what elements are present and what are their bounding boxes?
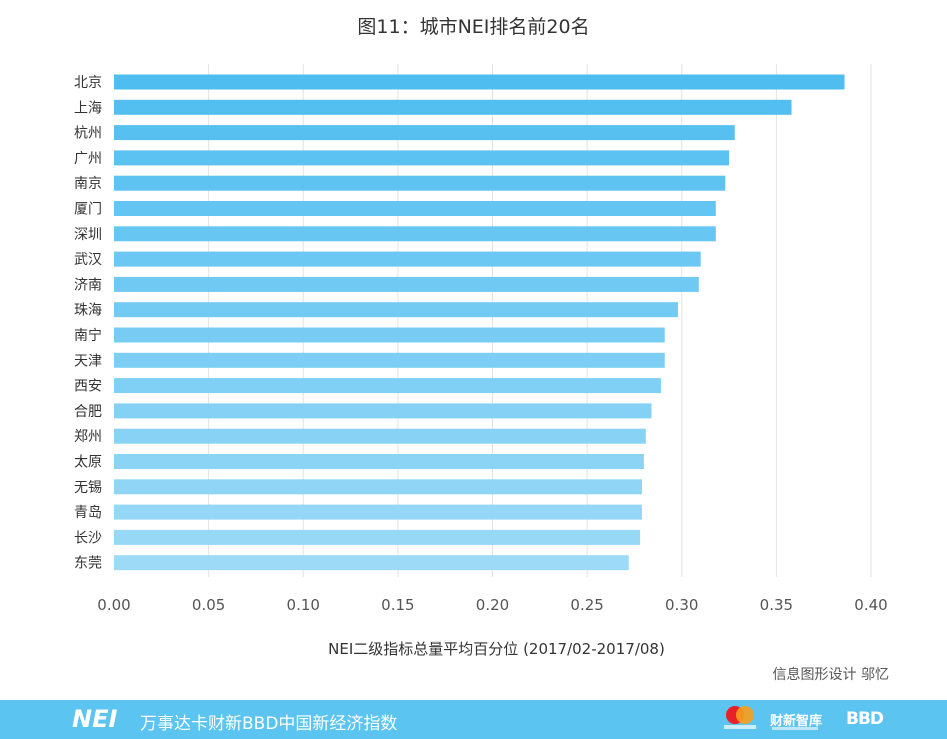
category-label: 珠海: [74, 303, 102, 319]
bar-chart: 0.00 0.05 0.10 0.15 0.20 0.25 0.30 0.35 0.40 北京上海…: [74, 64, 888, 658]
footer-bar: NEI 万事达卡财新BBD中国新经济指数 财新智库 BBD: [0, 700, 947, 739]
category-label: 太原: [74, 455, 102, 471]
bar: [114, 454, 644, 469]
bar: [114, 352, 665, 368]
category-label: 东莞: [74, 556, 102, 572]
category-label: 深圳: [74, 227, 102, 243]
x-tick-label: 0.25: [570, 596, 603, 614]
category-label: 无锡: [74, 480, 102, 496]
category-label: 青岛: [74, 505, 102, 521]
bar: [114, 428, 646, 444]
bar: [114, 150, 730, 166]
x-tick-label: 0.05: [192, 596, 225, 614]
category-label: 西安: [74, 379, 102, 395]
bar: [114, 74, 845, 90]
bar: [114, 99, 792, 115]
index-name: 万事达卡财新BBD中国新经济指数: [140, 714, 398, 734]
x-tick-label: 0.20: [476, 596, 509, 614]
category-label: 长沙: [74, 530, 102, 546]
category-label: 南京: [74, 176, 102, 192]
category-label: 南宁: [74, 327, 102, 344]
designer-credit: 信息图形设计 邬忆: [772, 667, 889, 683]
bar: [114, 226, 716, 242]
bar: [114, 251, 701, 267]
bar: [114, 175, 726, 191]
bar: [114, 327, 665, 343]
bbd-logo: BBD: [846, 709, 884, 729]
bar: [114, 403, 652, 419]
category-label: 广州: [74, 151, 102, 167]
caixin-logo-subtext-icon: [772, 727, 818, 730]
category-label: 郑州: [74, 429, 102, 445]
bar: [114, 125, 735, 141]
bar: [114, 479, 643, 495]
bar: [114, 378, 661, 394]
mastercard-logo-icon: [724, 706, 756, 734]
bar: [114, 201, 716, 216]
bar: [114, 529, 641, 545]
caixin-think-tank-logo: 财新智库: [770, 714, 823, 729]
category-label: 武汉: [74, 252, 102, 268]
bar: [114, 504, 643, 520]
category-label: 济南: [74, 277, 102, 293]
category-label: 北京: [74, 75, 102, 91]
x-tick-label: 0.35: [760, 596, 793, 614]
nei-logo: NEI: [72, 705, 118, 733]
category-label: 合肥: [74, 404, 102, 420]
chart-title: 图11：城市NEI排名前20名: [357, 16, 590, 38]
x-tick-label: 0.00: [97, 596, 130, 614]
category-label: 杭州: [74, 126, 102, 142]
bar: [114, 555, 629, 571]
bar: [114, 276, 699, 292]
x-tick-label: 0.15: [381, 596, 414, 614]
category-label: 上海: [74, 100, 102, 116]
x-axis-title: NEI二级指标总量平均百分位 (2017/02-2017/08): [328, 640, 665, 658]
x-tick-label: 0.30: [665, 596, 698, 614]
category-label: 厦门: [74, 202, 102, 218]
x-tick-label: 0.40: [854, 596, 887, 614]
bar: [114, 302, 678, 318]
category-label: 天津: [74, 353, 102, 369]
x-tick-label: 0.10: [287, 596, 320, 614]
